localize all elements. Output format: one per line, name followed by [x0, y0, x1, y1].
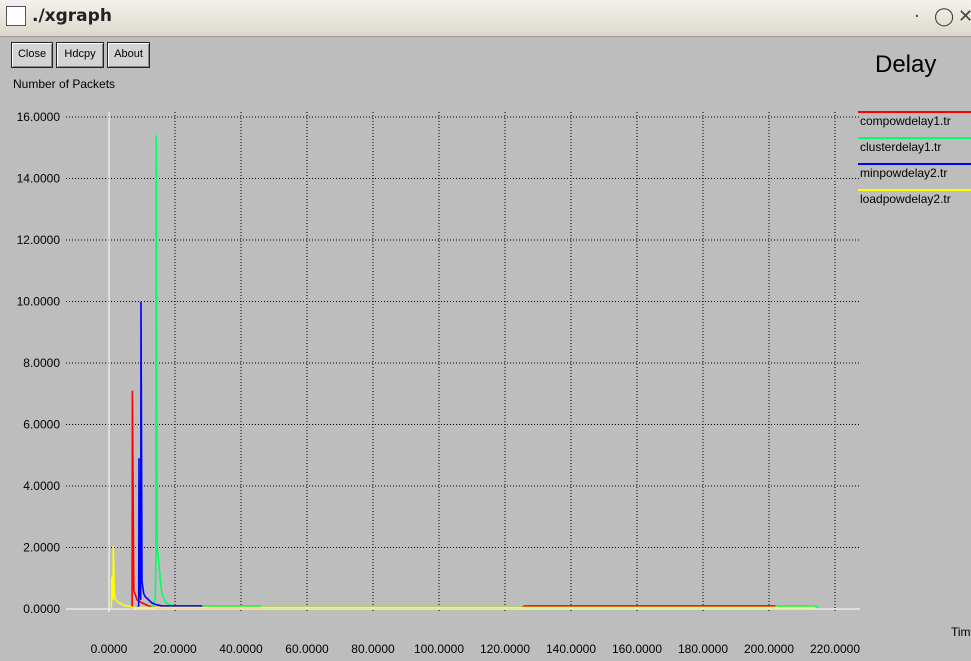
x-tick-label: 180.0000: [678, 642, 728, 656]
legend-entry: minpowdelay2.tr: [860, 166, 947, 180]
y-tick-label: 2.0000: [23, 541, 60, 555]
window-title: ./xgraph: [32, 6, 112, 26]
hdcopy-button[interactable]: Hdcpy: [56, 42, 104, 68]
y-tick-label: 0.0000: [23, 602, 60, 616]
legend-entry: clusterdelay1.tr: [860, 140, 941, 154]
legend-entry: loadpowdelay2.tr: [860, 192, 951, 206]
title-bar[interactable]: ./xgraph · ◯ ✕: [0, 0, 971, 37]
y-tick-label: 6.0000: [23, 418, 60, 432]
y-tick-label: 4.0000: [23, 479, 60, 493]
y-tick-label: 12.0000: [17, 233, 61, 247]
series-line: [130, 390, 776, 609]
legend-entry: compowdelay1.tr: [860, 114, 951, 128]
x-tick-label: 20.0000: [153, 642, 197, 656]
y-tick-label: 8.0000: [23, 356, 60, 370]
close-window-icon[interactable]: ✕: [958, 6, 971, 27]
y-tick-label: 14.0000: [17, 172, 61, 186]
x-tick-label: 40.0000: [219, 642, 263, 656]
y-axis-label: Number of Packets: [13, 77, 116, 91]
close-button[interactable]: Close: [11, 42, 53, 68]
minimize-icon[interactable]: ·: [914, 6, 920, 27]
chart-title: Delay: [875, 51, 937, 78]
y-tick-label: 16.0000: [17, 110, 61, 124]
x-tick-label: 220.0000: [810, 642, 860, 656]
x-tick-label: 120.0000: [480, 642, 530, 656]
series-line: [151, 135, 819, 609]
about-button[interactable]: About: [107, 42, 150, 68]
x-tick-label: 60.0000: [285, 642, 329, 656]
series-line: [136, 301, 203, 609]
x-axis-label: Time: [951, 625, 971, 639]
x-tick-label: 0.0000: [91, 642, 128, 656]
series-line: [110, 545, 816, 609]
x-tick-label: 160.0000: [612, 642, 662, 656]
y-tick-label: 10.0000: [17, 295, 61, 309]
x-tick-label: 80.0000: [351, 642, 395, 656]
maximize-icon[interactable]: ◯: [934, 6, 955, 27]
x-tick-label: 140.0000: [546, 642, 596, 656]
window-menu-icon[interactable]: [6, 6, 26, 26]
x-tick-label: 200.0000: [744, 642, 794, 656]
x-tick-label: 100.0000: [414, 642, 464, 656]
